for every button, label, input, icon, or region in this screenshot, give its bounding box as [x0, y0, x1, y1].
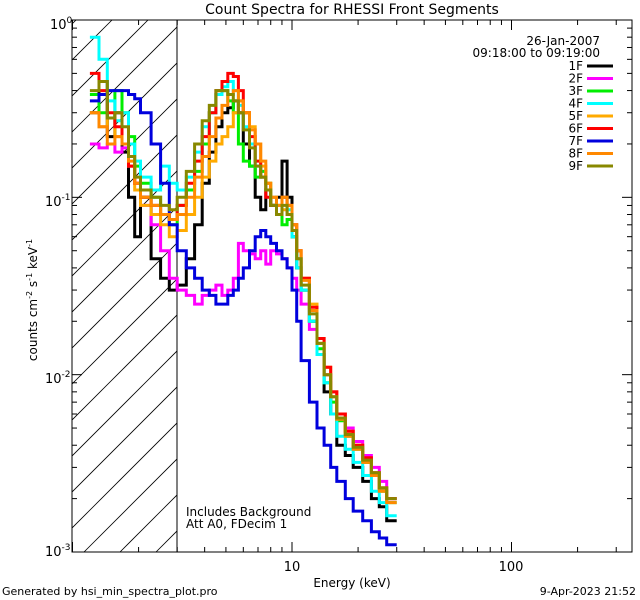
x-tick-labels: 10 100	[284, 560, 524, 575]
series-line-7F	[89, 89, 397, 547]
date-label: 26-Jan-2007	[526, 34, 600, 48]
hatch-line	[72, 20, 113, 61]
plot-frame	[71, 19, 633, 553]
legend-label: 8F	[568, 147, 583, 161]
axis-ticks	[72, 20, 632, 553]
legend-label: 5F	[568, 109, 583, 123]
legend-label: 7F	[568, 134, 583, 148]
hatch-line	[0, 0, 92, 552]
hatch-line	[72, 278, 177, 385]
legend-label: 1F	[568, 59, 583, 73]
time-range-label: 09:18:00 to 09:19:00	[473, 46, 600, 60]
footer-generated-by: Generated by hsi_min_spectra_plot.pro	[2, 585, 218, 598]
annotation-attenuator: Att A0, FDecim 1	[186, 517, 287, 531]
y-tick-label: 100	[50, 16, 73, 33]
x-tick-label: 10	[284, 560, 301, 575]
legend-label: 2F	[568, 72, 583, 86]
series-line-9F	[89, 80, 397, 501]
chart-title: Count Spectra for RHESSI Front Segments	[205, 2, 499, 18]
hatch-line	[72, 350, 177, 457]
hatch-line	[264, 0, 640, 552]
legend-label: 6F	[568, 122, 583, 136]
annotation-background: Includes Background	[186, 505, 311, 519]
hatch-line	[72, 62, 177, 169]
series-line-3F	[89, 89, 397, 505]
hatch-line	[72, 422, 177, 529]
series-lines	[89, 35, 397, 547]
hatch-line	[72, 314, 177, 421]
legend-label: 4F	[568, 97, 583, 111]
y-tick-labels: 100 10-1 10-2 10-3	[45, 16, 73, 560]
hatch-line	[72, 20, 149, 97]
hatch-line	[72, 170, 177, 277]
y-tick-label: 10-1	[45, 193, 71, 210]
hatch-line	[72, 206, 177, 313]
x-tick-label: 100	[499, 560, 524, 575]
hatch-line	[72, 26, 177, 133]
y-axis-label: counts cm-2 s-1 keV-1	[25, 239, 40, 361]
hatch-line	[72, 134, 177, 241]
hatch-line	[72, 386, 177, 493]
y-tick-label: 10-2	[45, 370, 71, 387]
legend-label: 9F	[568, 159, 583, 173]
footer-timestamp: 9-Apr-2023 21:52	[540, 585, 636, 598]
y-tick-label: 10-3	[45, 543, 71, 560]
attenuator-hatch	[0, 0, 640, 552]
legend-label: 3F	[568, 84, 583, 98]
x-axis-label: Energy (keV)	[313, 576, 390, 590]
